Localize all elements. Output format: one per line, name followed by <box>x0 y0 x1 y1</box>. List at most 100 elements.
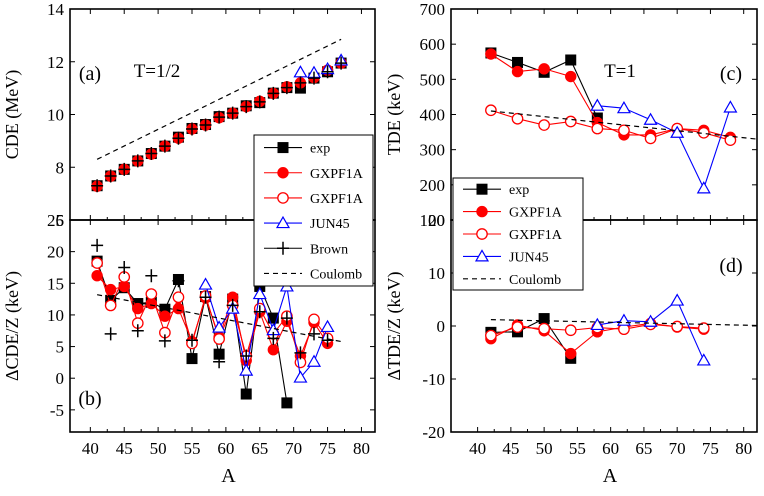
data-point <box>118 162 131 176</box>
data-point <box>213 333 225 345</box>
series-line <box>490 53 731 138</box>
data-point <box>308 327 320 341</box>
data-point <box>697 322 710 334</box>
data-point <box>253 95 266 109</box>
x-tick-label: 65 <box>635 439 652 458</box>
data-point <box>616 313 631 326</box>
y-tick-label: 25 <box>47 211 64 230</box>
legend-label: Brown <box>310 242 348 257</box>
legend-label: GXPF1A <box>509 228 563 243</box>
data-point <box>172 131 185 145</box>
data-point <box>321 65 334 79</box>
data-point <box>294 346 307 360</box>
legend-entry: JUN45 <box>264 215 350 232</box>
data-point <box>538 63 550 75</box>
data-point <box>335 56 348 70</box>
x-tick-label: 65 <box>251 439 268 458</box>
data-point <box>91 257 103 269</box>
y-axis-label: TDE (keV) <box>384 74 405 155</box>
series-line <box>205 284 329 379</box>
data-point <box>145 269 158 283</box>
x-tick-label: 40 <box>82 439 99 458</box>
data-point <box>213 110 226 124</box>
panel-label: (c) <box>720 63 742 85</box>
legend-label: GXPF1A <box>310 192 364 207</box>
data-point <box>239 363 254 376</box>
data-point <box>253 305 266 319</box>
y-tick-label: 14 <box>47 0 65 19</box>
y-tick-label: 200 <box>420 176 446 195</box>
panel-label: (d) <box>719 255 742 277</box>
series-line <box>597 299 705 361</box>
data-point <box>145 288 158 300</box>
y-tick-label: 10 <box>47 306 64 325</box>
data-point <box>159 310 171 322</box>
data-point <box>670 125 685 138</box>
legend-label: Coulomb <box>509 273 561 288</box>
x-tick-label: 75 <box>319 439 336 458</box>
legend-box <box>253 134 374 287</box>
y-tick-label: 0 <box>56 369 65 388</box>
x-axis-label: A <box>603 465 618 487</box>
series-gxpf1a-2 <box>485 104 737 147</box>
x-tick-label: 55 <box>184 439 201 458</box>
data-point <box>132 302 144 315</box>
data-point <box>118 260 131 274</box>
y-tick-label: 300 <box>420 141 446 160</box>
y-tick-label: 0 <box>437 317 446 336</box>
y-tick-label: 12 <box>47 53 64 72</box>
x-tick-label: 45 <box>116 439 133 458</box>
series-jun45-3 <box>590 98 738 194</box>
series-line <box>96 294 342 343</box>
data-point <box>618 124 630 137</box>
y-tick-label: 700 <box>420 0 446 19</box>
y-tick-label: -10 <box>422 370 445 389</box>
data-point <box>131 324 144 338</box>
data-point <box>643 112 658 125</box>
x-tick-label: 75 <box>702 439 719 458</box>
legend-label: Coulomb <box>310 267 362 282</box>
legend: exp GXPF1A GXPF1A JUN45 Brown Coulomb <box>253 134 374 287</box>
legend-marker <box>277 167 289 179</box>
y-tick-label: 100 <box>420 211 446 230</box>
data-point <box>198 277 213 290</box>
x-tick-label: 70 <box>669 439 686 458</box>
data-point <box>158 334 171 348</box>
data-point <box>213 355 226 369</box>
series-layer <box>91 38 349 193</box>
legend-label: GXPF1A <box>509 206 563 221</box>
legend-marker <box>476 183 488 195</box>
data-point <box>590 317 605 331</box>
panel-d: 40 45 50 55 60 65 70 75 80 -20 -10 0 10 20 ΔTDE/Z (keV… <box>384 177 758 487</box>
data-point <box>511 112 524 125</box>
x-tick-label: 40 <box>469 439 486 458</box>
x-axis-label: A <box>221 465 236 487</box>
data-point <box>212 320 227 333</box>
data-point <box>671 320 684 333</box>
x-tick-label: 50 <box>150 439 167 458</box>
x-tick-label: 60 <box>217 439 234 458</box>
data-point <box>724 134 737 147</box>
series-line <box>96 38 342 160</box>
panel-label: (b) <box>78 388 101 410</box>
data-point <box>199 290 212 304</box>
data-point <box>565 347 577 360</box>
panel-a: 6 8 10 12 14 CDE (MeV) (a) T=1/2 <box>2 0 376 230</box>
data-point <box>267 344 280 356</box>
y-tick-label: 10 <box>428 264 445 283</box>
data-point <box>280 311 293 325</box>
y-tick-label: 400 <box>420 106 446 125</box>
y-tick-label: 6 <box>56 211 65 230</box>
legend-entry: GXPF1A <box>463 206 563 221</box>
x-tick-label: 55 <box>569 439 586 458</box>
data-point <box>616 100 631 114</box>
y-tick-label: 600 <box>420 35 446 54</box>
legend-entry: exp <box>463 183 529 198</box>
series-line <box>490 52 598 119</box>
legend-box <box>452 177 584 291</box>
plot-frame-b <box>69 219 376 433</box>
legend-marker <box>476 228 488 240</box>
data-point <box>565 70 577 83</box>
data-point <box>696 353 711 366</box>
